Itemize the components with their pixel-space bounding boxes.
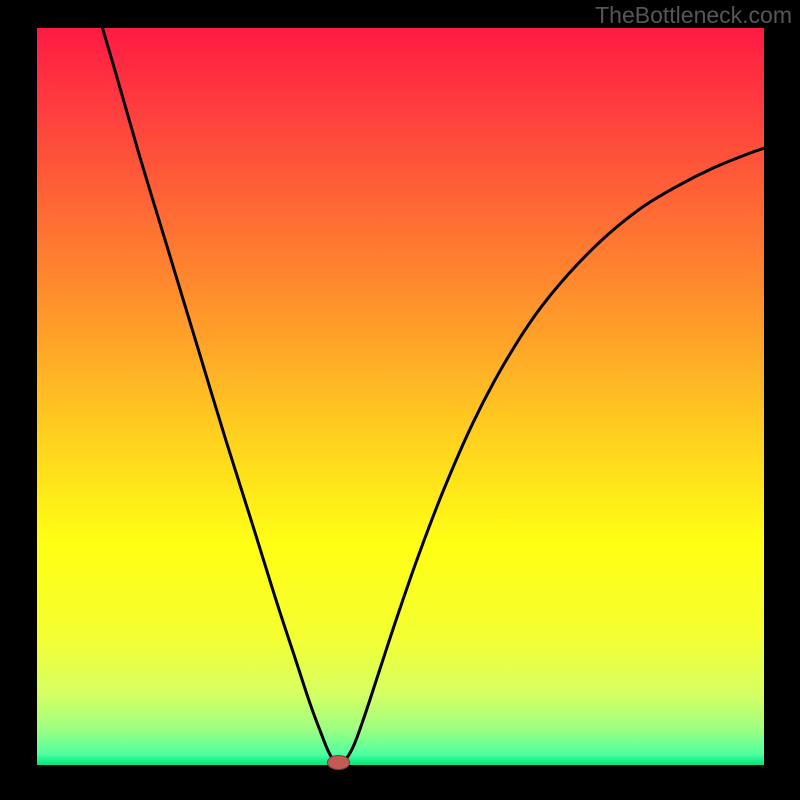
- bottleneck-curve: [102, 28, 764, 764]
- curve-layer: [0, 0, 800, 800]
- chart-canvas: TheBottleneck.com: [0, 0, 800, 800]
- watermark-text: TheBottleneck.com: [595, 2, 792, 29]
